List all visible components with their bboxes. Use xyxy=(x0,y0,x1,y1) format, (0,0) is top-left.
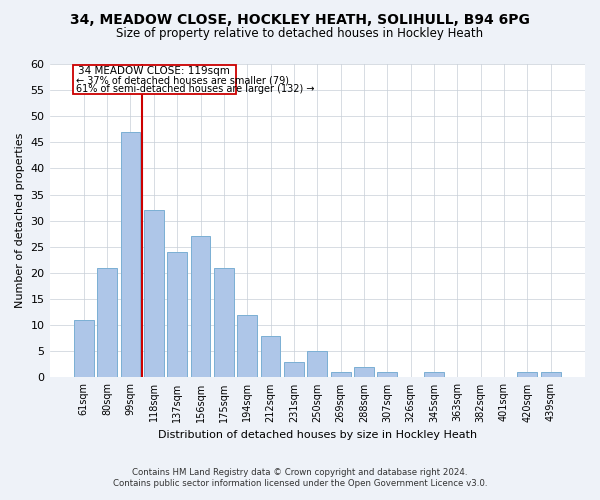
FancyBboxPatch shape xyxy=(73,65,236,94)
Bar xyxy=(74,320,94,378)
Text: ← 37% of detached houses are smaller (79): ← 37% of detached houses are smaller (79… xyxy=(76,76,289,86)
X-axis label: Distribution of detached houses by size in Hockley Heath: Distribution of detached houses by size … xyxy=(158,430,477,440)
Bar xyxy=(354,367,374,378)
Text: Contains HM Land Registry data © Crown copyright and database right 2024.
Contai: Contains HM Land Registry data © Crown c… xyxy=(113,468,487,487)
Bar xyxy=(331,372,350,378)
Bar xyxy=(191,236,211,378)
Text: Size of property relative to detached houses in Hockley Heath: Size of property relative to detached ho… xyxy=(116,28,484,40)
Bar xyxy=(377,372,397,378)
Text: 34 MEADOW CLOSE: 119sqm: 34 MEADOW CLOSE: 119sqm xyxy=(79,66,230,76)
Bar xyxy=(97,268,117,378)
Y-axis label: Number of detached properties: Number of detached properties xyxy=(15,133,25,308)
Bar xyxy=(424,372,444,378)
Text: 34, MEADOW CLOSE, HOCKLEY HEATH, SOLIHULL, B94 6PG: 34, MEADOW CLOSE, HOCKLEY HEATH, SOLIHUL… xyxy=(70,12,530,26)
Bar xyxy=(214,268,234,378)
Text: 61% of semi-detached houses are larger (132) →: 61% of semi-detached houses are larger (… xyxy=(76,84,314,94)
Bar xyxy=(517,372,538,378)
Bar xyxy=(307,352,327,378)
Bar xyxy=(260,336,280,378)
Bar xyxy=(167,252,187,378)
Bar xyxy=(284,362,304,378)
Bar xyxy=(144,210,164,378)
Bar xyxy=(541,372,560,378)
Bar xyxy=(121,132,140,378)
Bar xyxy=(238,314,257,378)
